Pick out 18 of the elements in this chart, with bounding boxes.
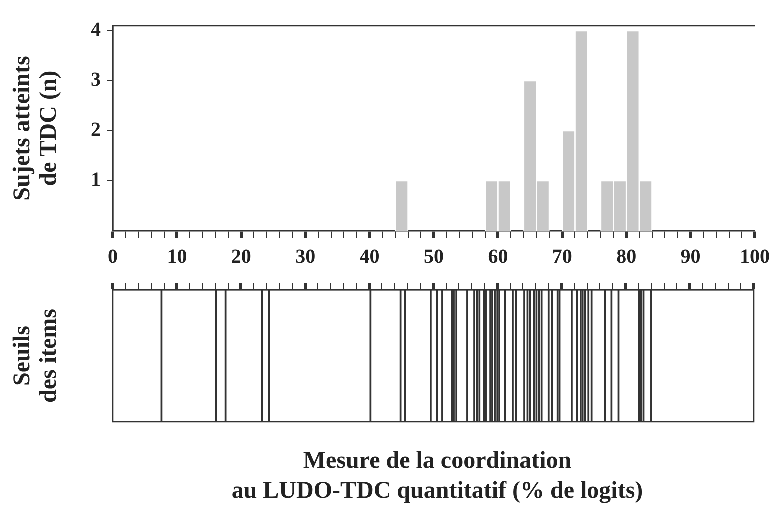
x-tick-label: 0 — [108, 246, 118, 268]
y-tick-label: 3 — [91, 69, 101, 92]
x-tick-label: 30 — [296, 246, 316, 268]
x-tick-label: 50 — [424, 246, 444, 268]
y-tick-label: 4 — [91, 19, 101, 42]
x-tick-label: 70 — [552, 246, 572, 268]
x-axis-title: Mesure de la coordination au LUDO-TDC quantitatif (% de logits) — [230, 447, 644, 506]
y-tick-label: 1 — [91, 169, 101, 192]
x-tick-label: 80 — [616, 246, 637, 268]
x-tick-label: 90 — [680, 246, 701, 268]
x-tick-label: 10 — [167, 246, 188, 268]
y-axis-title: Seuils des items — [9, 309, 62, 403]
x-tick-label: 100 — [740, 246, 770, 268]
x-tick-label: 40 — [360, 246, 380, 268]
x-tick-label: 20 — [231, 246, 252, 268]
x-tick-label: 60 — [488, 246, 508, 268]
y-axis-title: Sujets atteints de TDC (n) — [9, 56, 62, 201]
y-tick-label: 2 — [91, 119, 101, 142]
